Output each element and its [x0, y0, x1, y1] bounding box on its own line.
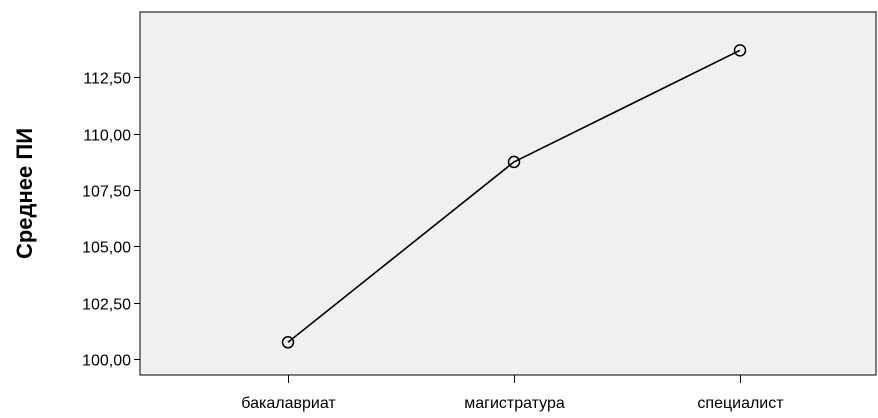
y-tick-label: 100,00 — [82, 353, 131, 370]
y-tick-label: 102,50 — [82, 297, 131, 314]
x-tick-label: специалист — [697, 395, 784, 412]
y-axis-title: Среднее ПИ — [12, 128, 37, 259]
y-tick-label: 105,00 — [82, 240, 131, 257]
x-tick-label: бакалавриат — [241, 395, 336, 412]
data-point — [733, 44, 747, 57]
x-axis: бакалавриат магистратура специалист — [241, 375, 784, 412]
series-layer — [281, 44, 747, 349]
series-line — [287, 49, 741, 343]
y-tick-label: 112,50 — [83, 71, 131, 88]
data-point — [281, 336, 295, 349]
y-axis: 100,00 102,50 105,00 107,50 110,00 112,50 — [82, 71, 140, 370]
y-tick-label: 107,50 — [82, 184, 131, 201]
data-point — [507, 155, 521, 169]
y-tick-label: 110,00 — [83, 128, 131, 145]
plot-area — [139, 11, 877, 376]
x-tick-label: магистратура — [464, 395, 565, 412]
